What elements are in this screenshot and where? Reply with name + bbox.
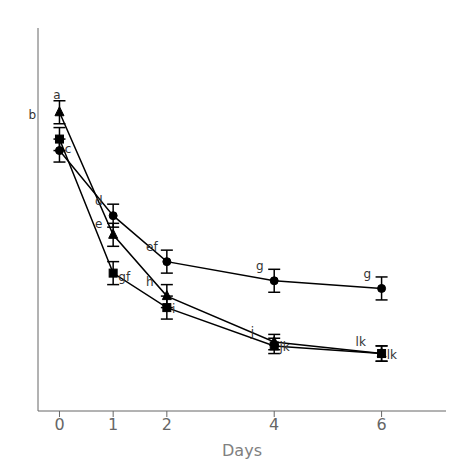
- svg-text:4: 4: [269, 415, 279, 434]
- svg-text:i: i: [172, 302, 175, 316]
- svg-text:a: a: [53, 88, 60, 102]
- svg-text:lk: lk: [356, 335, 366, 349]
- svg-text:6: 6: [376, 415, 386, 434]
- svg-text:g: g: [256, 259, 264, 273]
- svg-text:gf: gf: [118, 270, 131, 284]
- svg-text:ef: ef: [146, 240, 158, 254]
- svg-text:2: 2: [162, 415, 172, 434]
- svg-text:g: g: [363, 267, 371, 281]
- svg-text:jk: jk: [278, 340, 289, 354]
- svg-text:c: c: [65, 142, 72, 156]
- svg-text:lk: lk: [387, 348, 397, 362]
- svg-text:Days: Days: [222, 441, 262, 460]
- svg-text:b: b: [28, 108, 36, 122]
- svg-text:h: h: [146, 275, 154, 289]
- svg-text:1: 1: [108, 415, 118, 434]
- svg-text:j: j: [250, 325, 254, 339]
- svg-text:d: d: [95, 194, 103, 208]
- svg-text:e: e: [95, 217, 102, 231]
- svg-text:0: 0: [54, 415, 64, 434]
